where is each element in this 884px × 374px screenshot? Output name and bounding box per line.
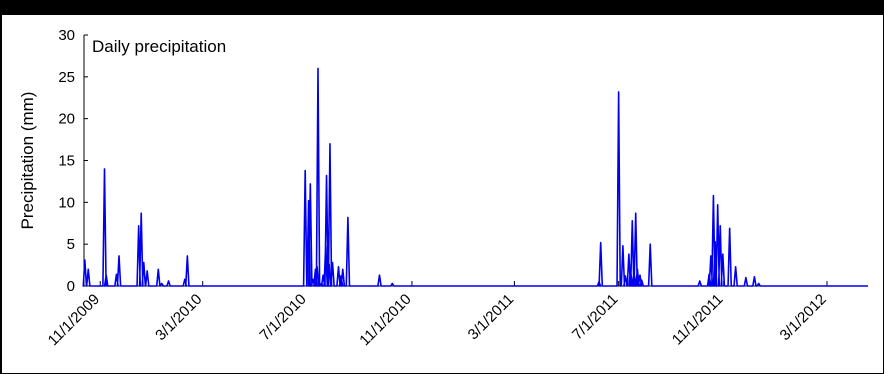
data-point (617, 91, 619, 93)
data-point (629, 268, 631, 270)
data-point (639, 274, 641, 276)
data-point (161, 282, 163, 284)
data-point (325, 174, 327, 176)
data-point (598, 281, 600, 283)
x-tick-label: 3/1/2011 (465, 291, 518, 344)
data-point (143, 261, 145, 263)
data-point (378, 274, 380, 276)
y-tick-label: 0 (67, 278, 75, 295)
data-point (167, 280, 169, 282)
data-point (118, 255, 120, 257)
data-point (347, 216, 349, 218)
data-point (622, 245, 624, 247)
data-point (712, 194, 714, 196)
data-point (184, 278, 186, 280)
axes (83, 34, 868, 287)
data-point (329, 143, 331, 145)
data-point (745, 276, 747, 278)
data-point (636, 268, 638, 270)
data-point (137, 225, 139, 227)
data-point (631, 220, 633, 222)
data-point (633, 271, 635, 273)
y-tick-label: 10 (58, 194, 75, 211)
x-tick-label: 3/1/2010 (152, 291, 205, 344)
data-point (320, 282, 322, 284)
data-point (753, 276, 755, 278)
data-point (728, 227, 730, 229)
data-point (304, 169, 306, 171)
data-point (624, 275, 626, 277)
data-point (316, 266, 318, 268)
data-point (331, 261, 333, 263)
data-point (103, 168, 105, 170)
data-point (342, 268, 344, 270)
data-point (140, 212, 142, 214)
y-tick-label: 15 (58, 153, 75, 170)
data-point (87, 268, 89, 270)
y-axis-title: Precipitation (mm) (18, 92, 37, 230)
data-point (635, 212, 637, 214)
data-point (312, 278, 314, 280)
data-point (115, 273, 117, 275)
data-point (699, 280, 701, 282)
data-point (391, 282, 393, 284)
y-tick-label: 25 (58, 69, 75, 86)
data-point (719, 225, 721, 227)
data-point (307, 199, 309, 201)
chart-panel: 0 5 10 15 20 25 30 11/1/2009 3/1/2010 7/1/2010 11/… (2, 15, 883, 373)
data-point (628, 253, 630, 255)
data-point (340, 275, 342, 277)
data-point (157, 268, 159, 270)
data-point (708, 273, 710, 275)
data-point (599, 241, 601, 243)
data-point (146, 270, 148, 272)
data-point (757, 282, 759, 284)
data-point (722, 253, 724, 255)
data-point (716, 204, 718, 206)
data-point (640, 279, 642, 281)
data-point (317, 67, 319, 69)
data-point (84, 259, 86, 261)
data-point (328, 263, 330, 265)
x-tick-label: 11/1/2009 (45, 291, 103, 349)
x-tick-label: 7/1/2011 (569, 291, 622, 344)
x-tick-label: 3/1/2012 (777, 291, 830, 344)
data-point (186, 255, 188, 257)
y-tick-label: 30 (58, 27, 75, 44)
data-point (105, 274, 107, 276)
data-point (309, 183, 311, 185)
x-tick-label: 11/1/2011 (669, 291, 727, 349)
data-point (649, 243, 651, 245)
x-tick-label: 7/1/2010 (256, 291, 309, 344)
data-point (324, 245, 326, 247)
data-point (314, 268, 316, 270)
data-point (714, 240, 716, 242)
labels: 0 5 10 15 20 25 30 11/1/2009 3/1/2010 7/1/2010 11/… (18, 27, 830, 349)
y-tick-label: 20 (58, 111, 75, 128)
precipitation-chart: 0 5 10 15 20 25 30 11/1/2009 3/1/2010 7/1/2010 11/… (18, 27, 868, 349)
data-point (734, 266, 736, 268)
data-point (322, 274, 324, 276)
data-point (337, 266, 339, 268)
series-layer (82, 67, 868, 287)
y-tick-label: 5 (67, 236, 75, 253)
series-line-0 (82, 67, 868, 287)
data-point (710, 255, 712, 257)
chart-title: Daily precipitation (92, 37, 226, 56)
x-tick-label: 11/1/2010 (356, 291, 414, 349)
